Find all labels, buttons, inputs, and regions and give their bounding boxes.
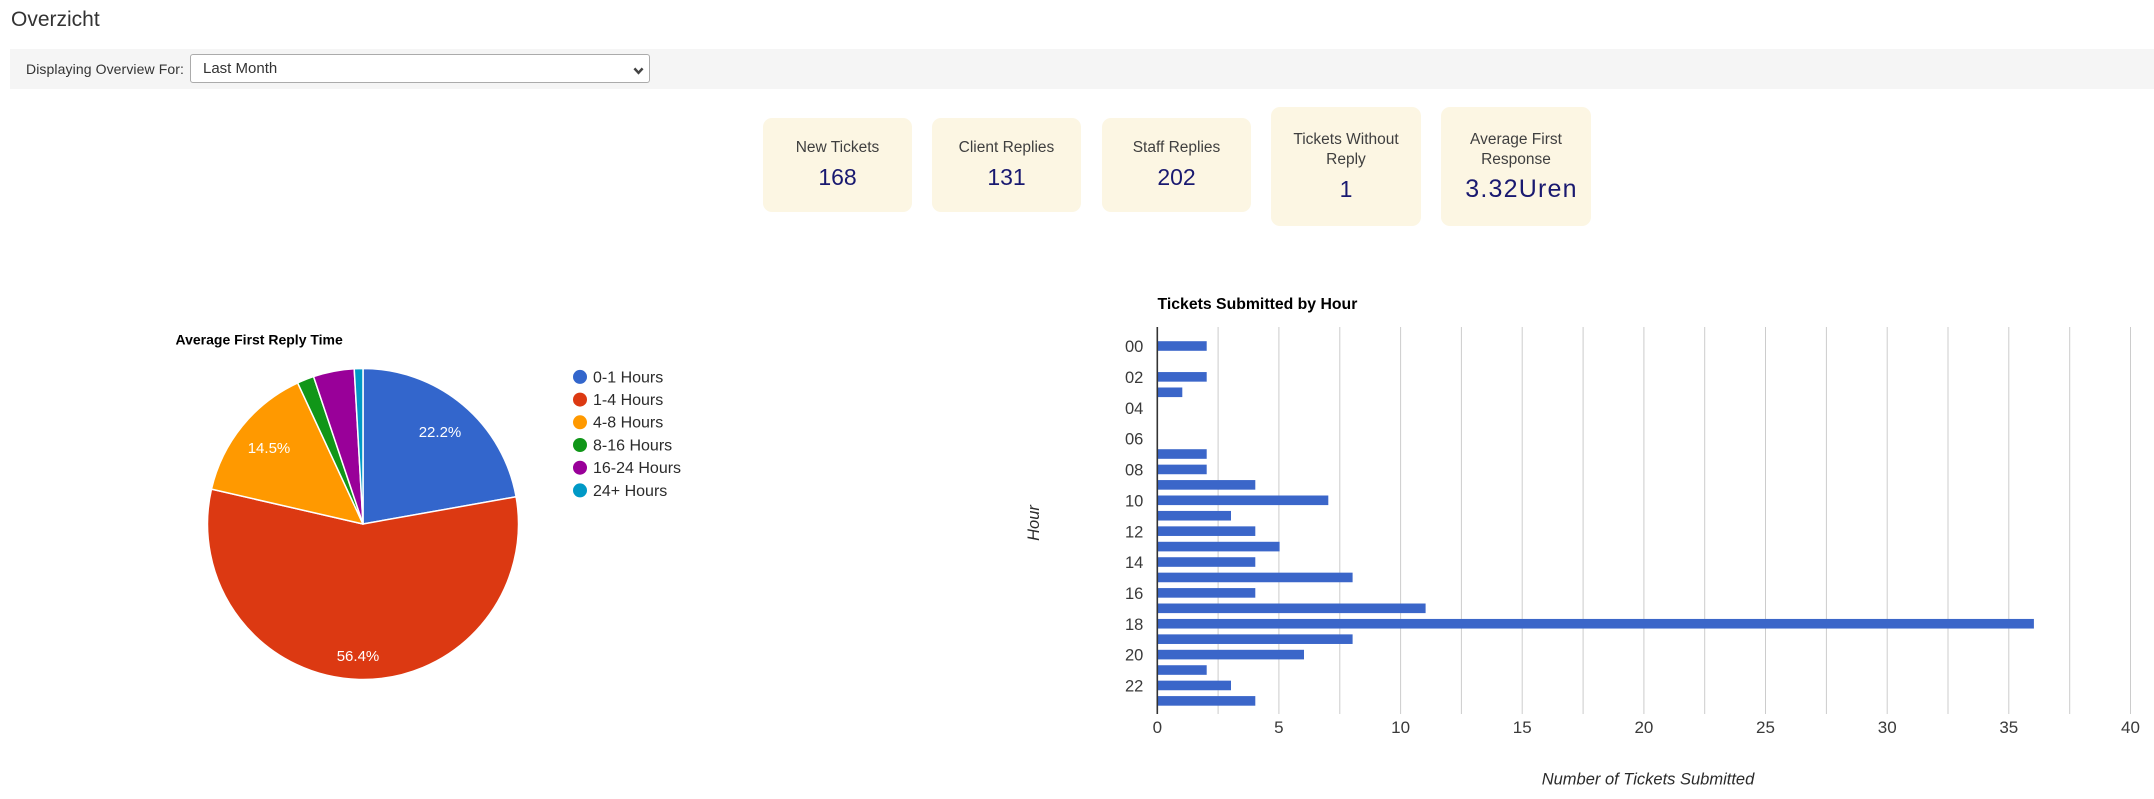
svg-text:30: 30 — [1878, 718, 1897, 737]
svg-text:02: 02 — [1125, 369, 1143, 387]
svg-text:20: 20 — [1634, 718, 1653, 737]
svg-text:Tickets Submitted by Hour: Tickets Submitted by Hour — [1158, 296, 1358, 313]
svg-text:0: 0 — [1153, 718, 1162, 737]
svg-text:4-8 Hours: 4-8 Hours — [593, 415, 663, 432]
svg-text:12: 12 — [1125, 523, 1143, 541]
svg-text:35: 35 — [1999, 718, 2018, 737]
svg-text:08: 08 — [1125, 462, 1143, 480]
svg-text:10: 10 — [1391, 718, 1410, 737]
svg-text:22.2%: 22.2% — [419, 424, 462, 441]
svg-text:15: 15 — [1513, 718, 1532, 737]
svg-text:5: 5 — [1274, 718, 1283, 737]
svg-text:40: 40 — [2121, 718, 2140, 737]
svg-text:24+ Hours: 24+ Hours — [593, 483, 667, 500]
svg-text:Number of Tickets Submitted: Number of Tickets Submitted — [1542, 770, 1755, 788]
svg-text:Hour: Hour — [1025, 504, 1043, 541]
svg-text:56.4%: 56.4% — [337, 648, 380, 665]
svg-text:04: 04 — [1125, 400, 1143, 418]
svg-text:22: 22 — [1125, 678, 1143, 696]
svg-text:16: 16 — [1125, 585, 1143, 603]
svg-text:25: 25 — [1756, 718, 1775, 737]
svg-text:14.5%: 14.5% — [248, 440, 291, 457]
svg-text:Average First Reply Time: Average First Reply Time — [176, 331, 344, 347]
svg-text:1-4 Hours: 1-4 Hours — [593, 392, 663, 409]
svg-text:10: 10 — [1125, 492, 1143, 510]
svg-text:8-16 Hours: 8-16 Hours — [593, 437, 672, 454]
svg-text:18: 18 — [1125, 616, 1143, 634]
svg-text:16-24 Hours: 16-24 Hours — [593, 460, 681, 477]
svg-text:06: 06 — [1125, 431, 1143, 449]
svg-text:20: 20 — [1125, 647, 1143, 665]
svg-text:0-1 Hours: 0-1 Hours — [593, 369, 663, 386]
svg-text:14: 14 — [1125, 554, 1143, 572]
svg-text:00: 00 — [1125, 338, 1143, 356]
